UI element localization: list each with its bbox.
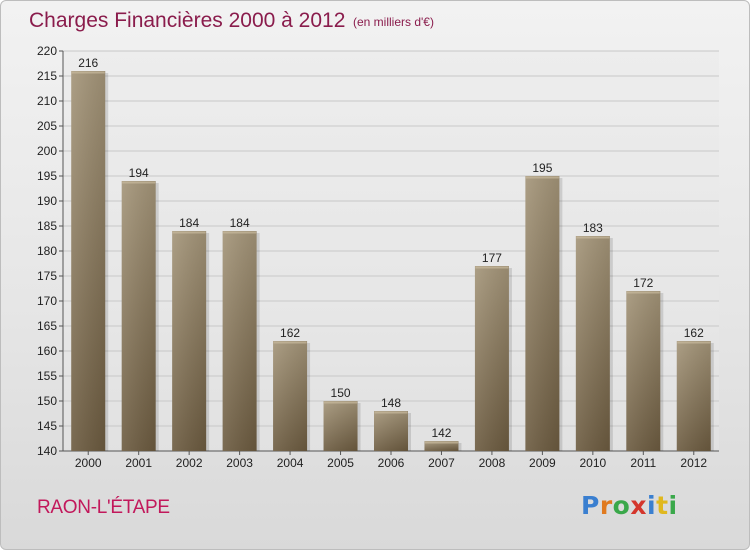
data-label: 195: [532, 161, 552, 175]
logo-letter: P: [581, 491, 600, 520]
data-label: 162: [684, 326, 704, 340]
bar-highlight: [424, 441, 459, 451]
logo-letter: r: [599, 491, 613, 520]
bar-highlight: [71, 71, 106, 451]
data-label: 142: [431, 426, 451, 440]
data-label: 184: [230, 216, 250, 230]
data-label: 184: [179, 216, 199, 230]
x-tick-label: 2001: [125, 456, 152, 470]
y-tick-label: 170: [37, 294, 57, 308]
bar-top-edge: [71, 71, 105, 74]
data-label: 150: [331, 386, 351, 400]
bar-highlight: [626, 291, 661, 451]
bar-top-edge: [223, 231, 257, 234]
data-label: 194: [129, 166, 149, 180]
data-label: 148: [381, 396, 401, 410]
x-tick-label: 2009: [529, 456, 556, 470]
x-tick-label: 2007: [428, 456, 455, 470]
y-tick-label: 200: [37, 144, 57, 158]
data-label: 183: [583, 221, 603, 235]
bar-top-edge: [324, 401, 358, 404]
y-tick-label: 185: [37, 219, 57, 233]
bar-top-edge: [576, 236, 610, 239]
bar-top-edge: [677, 341, 711, 344]
bar-top-edge: [374, 411, 408, 414]
y-tick-label: 180: [37, 244, 57, 258]
bar-top-edge: [525, 176, 559, 179]
logo-letter: i: [668, 491, 678, 520]
bar-highlight: [525, 176, 560, 451]
x-tick-label: 2006: [378, 456, 405, 470]
x-tick-label: 2000: [75, 456, 102, 470]
logo-letter: o: [612, 491, 631, 520]
y-tick-label: 175: [37, 269, 57, 283]
bar-highlight: [323, 401, 358, 451]
bar-top-edge: [475, 266, 509, 269]
x-tick-label: 2003: [226, 456, 253, 470]
x-tick-label: 2004: [277, 456, 304, 470]
y-tick-label: 190: [37, 194, 57, 208]
x-tick-label: 2002: [176, 456, 203, 470]
y-tick-label: 195: [37, 169, 57, 183]
y-tick-label: 145: [37, 419, 57, 433]
x-tick-label: 2012: [680, 456, 707, 470]
bar-top-edge: [172, 231, 206, 234]
y-tick-label: 160: [37, 344, 57, 358]
y-tick-label: 150: [37, 394, 57, 408]
bar-highlight: [121, 181, 156, 451]
bar-highlight: [374, 411, 408, 451]
bar-highlight: [575, 236, 610, 451]
y-tick-label: 205: [37, 119, 57, 133]
bar-highlight: [676, 341, 711, 451]
y-tick-label: 140: [37, 444, 57, 458]
bar-top-edge: [122, 181, 156, 184]
bar-top-edge: [424, 441, 458, 444]
x-tick-label: 2008: [479, 456, 506, 470]
logo-letter: t: [656, 491, 669, 520]
data-label: 162: [280, 326, 300, 340]
y-tick-label: 210: [37, 94, 57, 108]
chart-title: Charges Financières 2000 à 2012: [29, 9, 346, 32]
bar-highlight: [273, 341, 308, 451]
bar-highlight: [222, 231, 257, 451]
y-tick-label: 155: [37, 369, 57, 383]
y-tick-label: 165: [37, 319, 57, 333]
x-tick-label: 2010: [579, 456, 606, 470]
data-label: 172: [633, 276, 653, 290]
data-label: 177: [482, 251, 502, 265]
bar-highlight: [172, 231, 207, 451]
x-tick-label: 2011: [630, 456, 656, 470]
logo-letter: i: [647, 491, 657, 520]
y-tick-label: 220: [37, 44, 57, 58]
bar-top-edge: [273, 341, 307, 344]
commune-name: RAON-L'ÉTAPE: [37, 497, 170, 518]
bar-top-edge: [626, 291, 660, 294]
x-tick-label: 2005: [327, 456, 354, 470]
logo-letter: x: [630, 491, 647, 520]
chart-unit-note: (en milliers d'€): [353, 15, 434, 29]
bar-highlight: [474, 266, 509, 451]
proxiti-logo[interactable]: Proxiti: [581, 491, 678, 520]
y-tick-label: 215: [37, 69, 57, 83]
data-label: 216: [78, 56, 98, 70]
